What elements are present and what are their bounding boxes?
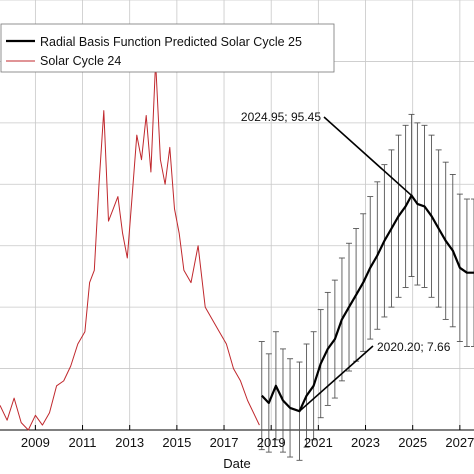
annotation-peak-leader xyxy=(323,116,413,197)
x-tick-label: 2011 xyxy=(69,435,97,450)
legend: Radial Basis Function Predicted Solar Cy… xyxy=(0,23,335,73)
series-solar-cycle-24 xyxy=(0,60,260,431)
legend-box xyxy=(0,23,335,73)
cycle-24-line xyxy=(0,60,260,431)
x-tick-label: 2019 xyxy=(257,435,286,450)
x-tick-label: 2021 xyxy=(304,435,333,450)
annotation-peak-label: 2024.95; 95.45 xyxy=(241,110,321,124)
predicted-line xyxy=(261,194,474,413)
x-tick-label: 2017 xyxy=(210,435,239,450)
x-tick-label: 2027 xyxy=(445,435,474,450)
series-predicted-cycle-25 xyxy=(261,194,474,413)
x-tick-label: 2015 xyxy=(162,435,191,450)
x-tick-label: 2009 xyxy=(21,435,50,450)
annotation-min-label: 2020.20; 7.66 xyxy=(377,340,451,354)
x-tick-label: 2023 xyxy=(351,435,380,450)
legend-label-cycle-24: Solar Cycle 24 xyxy=(40,54,121,68)
x-tick-label: 2013 xyxy=(115,435,144,450)
x-tick-label: 2025 xyxy=(398,435,427,450)
annotation-min-leader xyxy=(298,345,374,412)
x-axis-title: Date xyxy=(223,456,250,471)
legend-label-predicted: Radial Basis Function Predicted Solar Cy… xyxy=(40,35,302,49)
x-axis-ticks: 2009 2011 2013 2015 2017 2019 2021 2023 2025 2027 xyxy=(21,425,474,450)
annotations: 2024.95; 95.45 2020.20; 7.66 xyxy=(241,110,451,412)
